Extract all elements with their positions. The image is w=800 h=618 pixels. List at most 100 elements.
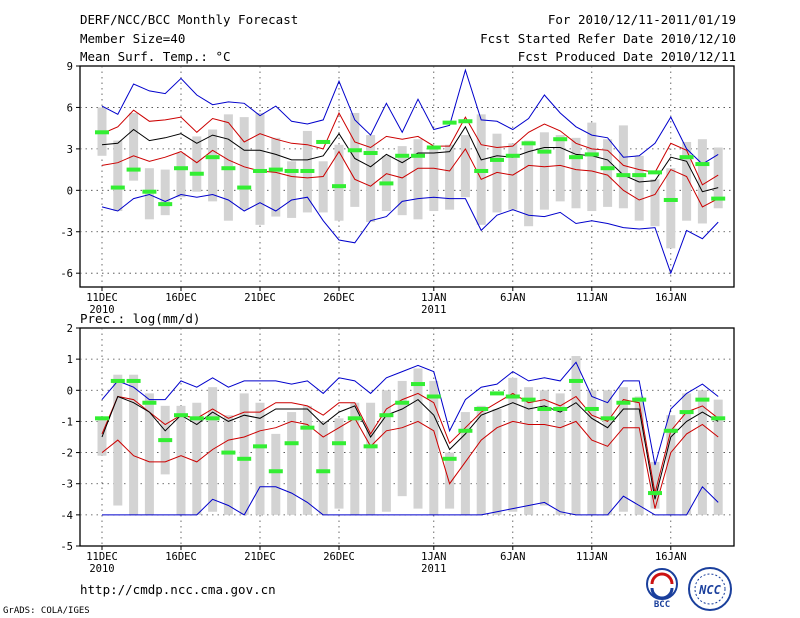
temp-observation-mark	[426, 145, 441, 150]
temp-observation-mark	[679, 155, 694, 160]
temp-spread-box	[208, 129, 218, 202]
prec-spread-box	[682, 393, 692, 515]
temp-spread-box	[587, 122, 597, 212]
prec-observation-mark	[347, 416, 362, 421]
prec-spread-box	[603, 390, 613, 515]
source-url[interactable]: http://cmdp.ncc.cma.gov.cn	[80, 582, 276, 597]
prec-observation-mark	[553, 406, 568, 411]
prec-observation-mark	[332, 441, 346, 446]
prec-x-tick-label: 1JAN	[421, 551, 446, 563]
prec-observation-mark	[316, 469, 331, 474]
temp-spread-box	[429, 146, 439, 212]
prec-x-tick-label: 21DEC	[244, 551, 276, 563]
temp-min-line	[101, 193, 719, 275]
temp-y-tick-label: -6	[60, 268, 73, 280]
temp-mean-line	[101, 125, 719, 193]
temp-observation-mark	[268, 167, 283, 172]
prec-spread-box	[144, 393, 154, 515]
prec-spread-box	[413, 368, 423, 509]
prec-y-tick-label: -1	[60, 416, 73, 428]
prec-x-tick-label: 11JAN	[576, 551, 608, 563]
temp-x-tick-label: 26DEC	[323, 292, 355, 304]
temp-observation-mark	[347, 148, 362, 153]
prec-y-tick-label: -3	[60, 479, 73, 491]
temp-spread-box	[492, 133, 502, 213]
temp-observation-mark	[616, 173, 631, 178]
chart-title: DERF/NCC/BCC Monthly Forecast	[80, 12, 299, 27]
temp-observation-mark	[411, 153, 425, 158]
temp-observation-mark	[663, 197, 678, 202]
prec-spread-box	[508, 377, 518, 512]
temp-observation-mark	[126, 167, 141, 172]
temp-observation-mark	[300, 168, 315, 173]
temp-observation-mark	[695, 162, 710, 167]
prec-observation-mark	[411, 382, 425, 387]
prec-y-tick-label: -4	[60, 510, 73, 522]
temp-spread-box	[271, 137, 281, 217]
temp-observation-mark	[189, 171, 204, 176]
temp-observation-mark	[648, 170, 662, 175]
prec-observation-mark	[711, 416, 726, 421]
temp-observation-mark	[221, 166, 236, 171]
prec-spread-box	[176, 405, 186, 515]
member-size-label: Member Size=40	[80, 31, 186, 46]
prec-observation-mark	[268, 469, 283, 474]
temp-spread-box	[255, 112, 265, 225]
prec-observation-mark	[505, 394, 520, 399]
temp-spread-box	[666, 168, 676, 249]
prec-observation-mark	[679, 410, 694, 415]
temp-observation-mark	[474, 168, 489, 173]
prec-plot-frame	[79, 327, 735, 547]
prec-spread-box	[618, 387, 628, 512]
temp-y-tick-label: 3	[67, 144, 73, 156]
prec-observation-mark	[379, 413, 394, 418]
temp-observation-mark	[363, 151, 378, 156]
temp-observation-mark	[442, 120, 457, 125]
prec-observation-mark	[695, 397, 710, 402]
prec-max-line	[101, 361, 719, 466]
temp-spread-box	[318, 161, 328, 213]
temp-spread-box	[460, 135, 470, 198]
forecast-period: For 2010/12/11-2011/01/19	[547, 12, 736, 27]
forecast-produced-date: Fcst Produced Date 2010/12/11	[517, 49, 736, 64]
prec-observation-mark	[458, 428, 473, 433]
prec-observation-mark	[284, 441, 299, 446]
prec-spread-box	[271, 433, 281, 515]
temp-spread-box	[287, 161, 297, 218]
temp-observation-mark	[253, 168, 267, 173]
temp-y-tick-label: -3	[60, 227, 73, 239]
prec-observation-mark	[110, 378, 125, 383]
prec-lower-line	[101, 417, 719, 509]
prec-mean-line	[101, 395, 719, 500]
temp-spread-box	[650, 179, 660, 227]
prec-spread-box	[129, 374, 139, 515]
temp-spread-box	[239, 117, 249, 210]
prec-observation-mark	[205, 416, 220, 421]
temp-observation-mark	[490, 157, 504, 162]
prec-observation-mark	[648, 491, 662, 496]
temp-lower-line	[101, 147, 719, 208]
temp-x-tick-label: 16JAN	[655, 292, 687, 304]
temp-max-line	[101, 68, 719, 165]
temp-observation-mark	[142, 189, 157, 194]
ncc-logo: NCC	[688, 567, 732, 611]
prec-observation-mark	[426, 394, 441, 399]
temp-spread-box	[571, 137, 581, 209]
variable-label: Mean Surf. Temp.: °C	[80, 49, 231, 64]
prec-observation-mark	[442, 456, 457, 461]
temp-observation-mark	[316, 139, 331, 144]
grads-credit: GrADS: COLA/IGES	[3, 606, 90, 616]
prec-spread-box	[350, 402, 360, 515]
temp-spread-box	[334, 144, 344, 221]
temp-observation-mark	[711, 196, 726, 201]
prec-spread-box	[476, 405, 486, 515]
prec-observation-mark	[569, 378, 583, 383]
prec-spread-box	[255, 402, 265, 515]
prec-observation-mark	[537, 406, 552, 411]
prec-x-tick-label: 11DEC	[86, 551, 118, 563]
temp-observation-mark	[332, 184, 346, 189]
prec-spread-box	[713, 399, 723, 515]
temp-spread-box	[713, 147, 723, 209]
prec-spread-box	[223, 415, 233, 515]
temp-observation-mark	[174, 166, 188, 171]
